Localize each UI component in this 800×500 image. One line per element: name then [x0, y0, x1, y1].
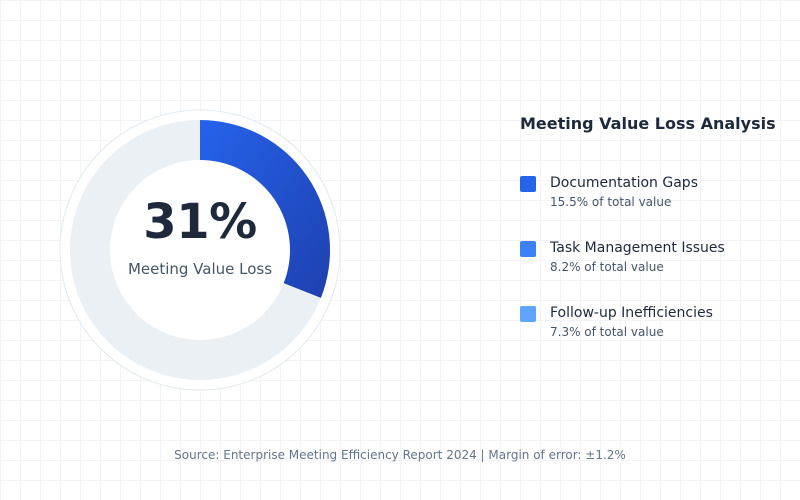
legend-item-documentation-gaps: Documentation Gaps 15.5% of total value	[520, 173, 780, 213]
legend-swatch	[520, 241, 536, 257]
center-value: 31%	[143, 194, 257, 250]
legend-label: Documentation Gaps	[550, 175, 698, 191]
legend-item-follow-up-inefficiencies: Follow-up Inefficiencies 7.3% of total v…	[520, 303, 780, 343]
legend-detail: 7.3% of total value	[550, 325, 664, 339]
legend-label: Follow-up Inefficiencies	[550, 305, 713, 321]
legend-detail: 8.2% of total value	[550, 260, 664, 274]
legend-item-task-management-issues: Task Management Issues 8.2% of total val…	[520, 238, 780, 278]
legend-swatch	[520, 306, 536, 322]
source-note: Source: Enterprise Meeting Efficiency Re…	[174, 448, 626, 462]
legend-label: Task Management Issues	[550, 240, 725, 256]
donut-chart	[59, 109, 341, 391]
donut-value-segment	[200, 120, 330, 298]
legend-swatch	[520, 176, 536, 192]
center-label: Meeting Value Loss	[127, 260, 273, 278]
legend-detail: 15.5% of total value	[550, 195, 672, 209]
legend-title: Meeting Value Loss Analysis	[520, 114, 776, 133]
